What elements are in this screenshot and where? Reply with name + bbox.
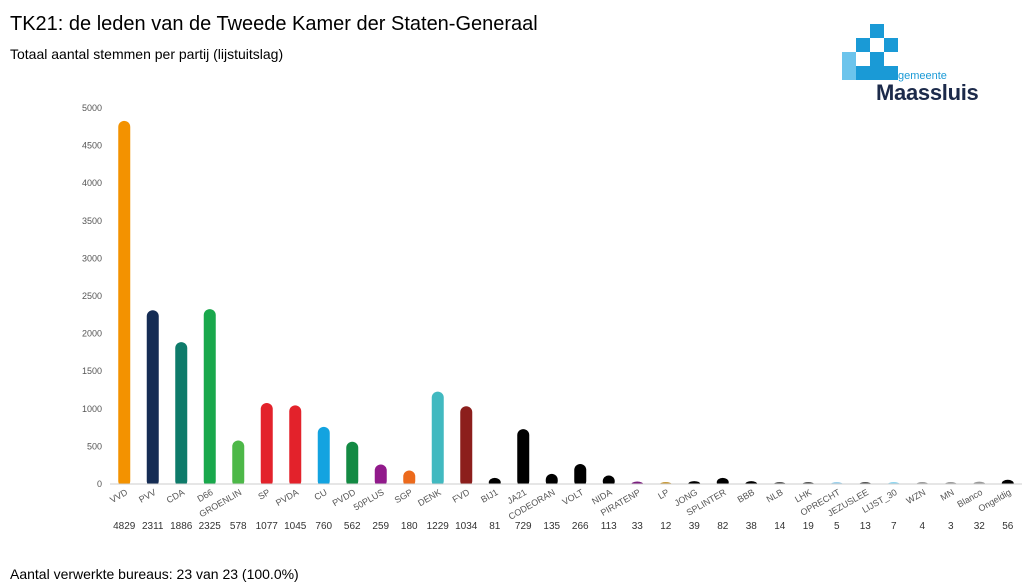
logo-square	[884, 38, 898, 52]
logo-square	[856, 38, 870, 52]
logo-square	[884, 66, 898, 80]
y-tick-label: 3000	[82, 253, 102, 263]
x-tick-label: BBB	[736, 487, 757, 505]
bar	[517, 429, 530, 487]
x-tick-label: MN	[939, 487, 956, 503]
x-tick-label: NLB	[765, 487, 785, 504]
data-label: 32	[974, 521, 986, 532]
logo-square	[856, 66, 870, 80]
x-tick-label: CU	[312, 487, 328, 502]
data-label: 113	[601, 521, 617, 532]
data-label: 81	[489, 521, 501, 532]
data-label: 1077	[256, 521, 279, 532]
bar	[403, 470, 416, 487]
data-label: 2325	[199, 521, 222, 532]
logo-square	[842, 52, 856, 66]
logo-big-text: Maassluis	[876, 80, 979, 105]
logo-icon	[842, 24, 898, 80]
data-label: 1045	[284, 521, 307, 532]
data-label: 578	[230, 521, 247, 532]
data-label: 38	[746, 521, 758, 532]
data-label: 39	[689, 521, 701, 532]
data-label: 7	[891, 521, 897, 532]
y-tick-label: 4000	[82, 178, 102, 188]
x-tick-label: FVD	[451, 487, 472, 505]
x-tick-label: DENK	[416, 487, 443, 508]
page-subtitle: Totaal aantal stemmen per partij (lijstu…	[10, 46, 284, 62]
data-label: 1229	[427, 521, 450, 532]
data-label: 259	[372, 521, 389, 532]
x-tick-label: WZN	[904, 487, 927, 506]
bar-chart: 0 500 1000 1500 2000 2500 3000 3500 4000 4500 5000…	[82, 103, 1022, 532]
bar	[289, 405, 302, 487]
x-tick-label: VVD	[108, 487, 129, 505]
x-tick-label: BIJ1	[479, 487, 500, 505]
logo-square	[870, 52, 884, 66]
bar	[374, 464, 387, 487]
y-tick-label: 2500	[82, 291, 102, 301]
x-tick-label: CDA	[165, 487, 186, 505]
x-tick-label: VOLT	[560, 487, 585, 507]
logo-square	[870, 66, 884, 80]
data-label: 760	[315, 521, 332, 532]
y-tick-label: 5000	[82, 103, 102, 113]
data-label: 180	[401, 521, 418, 532]
logo	[838, 22, 998, 110]
bar	[260, 403, 273, 487]
baseline-mask	[110, 484, 1022, 489]
bar	[431, 391, 444, 487]
data-label: 56	[1002, 521, 1014, 532]
footer-status: Aantal verwerkte bureaus: 23 van 23 (100…	[10, 566, 299, 582]
data-label: 19	[803, 521, 815, 532]
data-label: 266	[572, 521, 589, 532]
bar	[146, 310, 159, 487]
data-label: 5	[834, 521, 840, 532]
x-tick-label: LP	[656, 487, 671, 501]
data-label: 135	[543, 521, 560, 532]
data-label: 14	[774, 521, 786, 532]
y-tick-label: 500	[87, 441, 102, 451]
y-tick-label: 1000	[82, 404, 102, 414]
x-tick-label: SGP	[393, 487, 414, 505]
bar	[317, 426, 330, 487]
x-tick-label: SP	[256, 487, 271, 502]
data-label: 4	[919, 521, 925, 532]
x-tick-label: PVV	[137, 487, 158, 505]
data-label: 1886	[170, 521, 193, 532]
data-label: 82	[717, 521, 729, 532]
data-label: 4829	[113, 521, 136, 532]
data-label: 12	[660, 521, 672, 532]
data-label: 2311	[142, 521, 164, 532]
data-label: 13	[860, 521, 872, 532]
data-label: 1034	[455, 521, 478, 532]
x-tick-label: Ongeldig	[977, 487, 1013, 514]
bar	[175, 342, 188, 487]
data-label: 3	[948, 521, 954, 532]
y-tick-label: 4500	[82, 141, 102, 151]
y-tick-label: 2000	[82, 329, 102, 339]
y-tick-label: 0	[97, 479, 102, 489]
bar	[460, 406, 473, 487]
data-label: 729	[515, 521, 532, 532]
bar	[346, 441, 359, 487]
data-label: 562	[344, 521, 361, 532]
bar	[574, 463, 587, 487]
data-label: 33	[632, 521, 644, 532]
x-tick-label: PVDA	[274, 487, 300, 508]
y-tick-label: 1500	[82, 366, 102, 376]
y-tick-label: 3500	[82, 216, 102, 226]
logo-square	[870, 24, 884, 38]
x-tick-label: 50PLUS	[352, 487, 386, 512]
bar	[118, 120, 131, 488]
page-title: TK21: de leden van de Tweede Kamer der S…	[10, 13, 538, 35]
bar	[232, 440, 245, 487]
logo-square	[842, 66, 856, 80]
logo-small-text: gemeente	[898, 70, 947, 82]
bar	[203, 309, 216, 487]
